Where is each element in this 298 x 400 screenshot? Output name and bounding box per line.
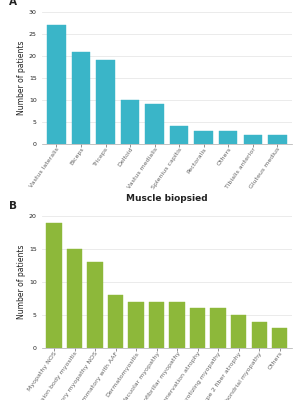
X-axis label: Muscle biopsied: Muscle biopsied — [126, 194, 208, 203]
Y-axis label: Number of patients: Number of patients — [17, 245, 26, 319]
Bar — [108, 295, 123, 348]
Text: B: B — [9, 201, 17, 211]
Bar — [72, 52, 90, 144]
Bar — [231, 315, 246, 348]
Y-axis label: Number of patients: Number of patients — [17, 41, 26, 115]
Bar — [190, 308, 205, 348]
Bar — [145, 104, 164, 144]
Bar — [252, 322, 267, 348]
Bar — [96, 60, 115, 144]
Text: A: A — [9, 0, 17, 7]
Bar — [128, 302, 144, 348]
Bar — [170, 126, 188, 144]
Bar — [195, 130, 213, 144]
Bar — [87, 262, 103, 348]
Bar — [121, 100, 139, 144]
Bar — [272, 328, 288, 348]
Bar — [149, 302, 164, 348]
Bar — [170, 302, 185, 348]
Bar — [210, 308, 226, 348]
Bar — [47, 25, 66, 144]
Bar — [46, 223, 62, 348]
Bar — [67, 249, 82, 348]
Bar — [219, 130, 238, 144]
Bar — [268, 135, 286, 144]
Bar — [243, 135, 262, 144]
